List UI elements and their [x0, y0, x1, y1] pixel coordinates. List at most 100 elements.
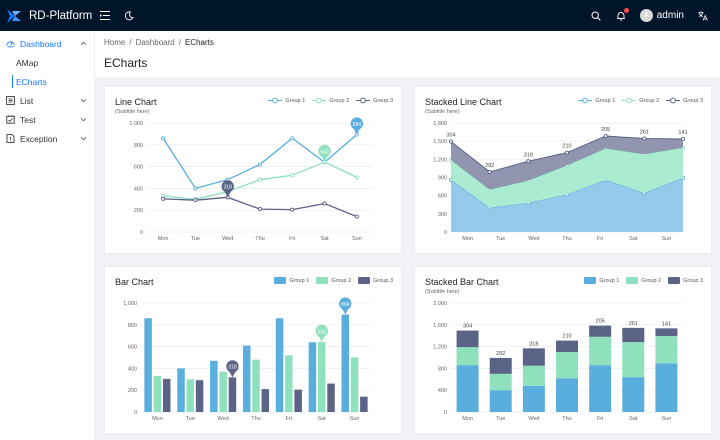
legend-item[interactable]: Group 2	[626, 277, 661, 284]
data-pin-label: 643	[320, 149, 329, 155]
bar	[153, 376, 162, 412]
y-tick-label: 0	[140, 230, 143, 236]
data-label: 210	[562, 144, 571, 150]
data-pin: 318	[226, 360, 239, 378]
page-title: ECharts	[104, 56, 148, 70]
data-pin-shape	[339, 297, 352, 315]
x-tick-label: Fri	[597, 236, 603, 242]
bar-segment	[522, 348, 545, 366]
sidebar-item-list[interactable]: List	[0, 91, 94, 110]
bar-segment	[655, 328, 678, 337]
username[interactable]: admin	[656, 10, 684, 21]
breadcrumb-home[interactable]: Home	[104, 38, 126, 47]
sidebar-item-label: AMap	[16, 57, 39, 68]
data-label: 292	[485, 163, 494, 169]
legend-swatch-rect	[316, 277, 329, 284]
sidebar-item-echarts[interactable]: ECharts	[0, 72, 94, 91]
legend-item[interactable]: Group 3	[356, 97, 393, 104]
legend-item[interactable]: Group 1	[268, 97, 305, 104]
bar-segment	[556, 352, 578, 379]
sidebar-item-label: ECharts	[16, 76, 47, 87]
y-tick-label: 1,800	[433, 121, 447, 127]
chart-legend: Group 1 Group 2 Group 3	[578, 97, 703, 104]
bar	[228, 377, 237, 412]
data-point	[193, 186, 198, 191]
legend-item[interactable]: Group 2	[622, 97, 659, 104]
data-pin-shape	[226, 360, 239, 378]
data-pin: 318	[221, 180, 234, 198]
data-pin: 643	[315, 324, 328, 342]
data-pin: 894	[350, 117, 364, 135]
x-tick-label: Thu	[562, 416, 571, 422]
legend-item[interactable]: Group 1	[274, 277, 309, 284]
notification-bell-icon[interactable]	[614, 7, 629, 23]
line-chart-card: Line Chart (Subtitle here) Group 1 Group …	[104, 86, 402, 254]
legend-label: Group 2	[641, 277, 662, 284]
sidebar-item-label: Test	[20, 114, 36, 125]
data-label: 304	[446, 133, 455, 139]
data-label: 205	[596, 319, 605, 325]
x-tick-label: Wed	[528, 236, 539, 242]
sidebar-item-test[interactable]: Test	[0, 110, 94, 129]
data-pin-shape	[350, 117, 364, 135]
legend-item[interactable]: Group 1	[578, 97, 615, 104]
app-title: RD-Platform	[29, 9, 93, 22]
bar	[285, 355, 293, 412]
series-line	[163, 196, 358, 218]
stacked-line-chart: 0 300 600 900 1,200 1,500 1,800 Mon Tue Wed Thu Fri…	[433, 121, 687, 242]
x-tick-label: Mon	[462, 236, 473, 242]
legend-swatch-rect	[626, 277, 639, 284]
bar-segment	[456, 330, 479, 348]
legend-swatch-rect	[584, 277, 597, 284]
y-tick-label: 600	[438, 194, 447, 200]
legend-item[interactable]: Group 3	[668, 277, 703, 284]
data-point	[161, 196, 166, 201]
search-icon[interactable]	[589, 9, 603, 23]
legend-label: Group 1	[595, 97, 616, 104]
sidebar-item-amap[interactable]: AMap	[0, 53, 94, 72]
legend-item[interactable]: Group 1	[584, 277, 619, 284]
sidebar-item-dashboard[interactable]: Dashboard	[0, 34, 94, 53]
bar	[261, 389, 270, 412]
sidebar-item-exception[interactable]: Exception	[0, 129, 94, 148]
y-tick-label: 200	[128, 388, 137, 394]
bar	[275, 318, 284, 412]
legend-swatch-dot	[626, 97, 633, 104]
legend-swatch-dot	[670, 97, 677, 104]
menu-fold-icon[interactable]	[98, 9, 112, 23]
theme-moon-icon[interactable]	[122, 9, 136, 23]
x-tick-label: Sat	[629, 236, 638, 242]
legend-swatch-rect	[668, 277, 681, 284]
legend-label: Group 2	[329, 97, 350, 104]
y-tick-label: 600	[128, 345, 137, 351]
legend-item[interactable]: Group 2	[316, 277, 351, 284]
legend-item[interactable]: Group 3	[358, 277, 393, 284]
y-tick-label: 400	[438, 388, 447, 394]
chart-title: Stacked Line Chart	[425, 97, 502, 107]
brand[interactable]: RD-Platform	[0, 0, 95, 31]
data-label: 141	[662, 321, 671, 327]
legend-swatch-rect	[358, 277, 371, 284]
data-pin-shape	[315, 324, 328, 342]
y-tick-label: 900	[438, 176, 447, 182]
legend-swatch-dot	[582, 97, 589, 104]
x-tick-label: Thu	[251, 416, 260, 422]
test-icon	[6, 115, 15, 124]
language-translate-icon[interactable]	[696, 9, 710, 23]
data-point	[564, 150, 570, 155]
legend-item[interactable]: Group 2	[312, 97, 349, 104]
data-pin: 643	[318, 144, 331, 162]
data-pin-label: 318	[228, 365, 237, 371]
legend-item[interactable]: Group 3	[666, 97, 703, 104]
y-tick-label: 0	[444, 230, 447, 236]
data-point	[290, 173, 295, 178]
stacked-bar-chart-card: Stacked Bar Chart (Subtitle here) Group …	[414, 266, 712, 434]
breadcrumb-dashboard[interactable]: Dashboard	[135, 38, 175, 47]
y-tick-label: 0	[444, 410, 447, 416]
x-tick-label: Sun	[662, 236, 672, 242]
avatar[interactable]: A	[639, 9, 653, 22]
legend-swatch	[312, 97, 327, 104]
bar-segment	[556, 340, 578, 353]
data-pin-shape	[221, 180, 234, 198]
legend-label: Group 1	[599, 277, 620, 284]
